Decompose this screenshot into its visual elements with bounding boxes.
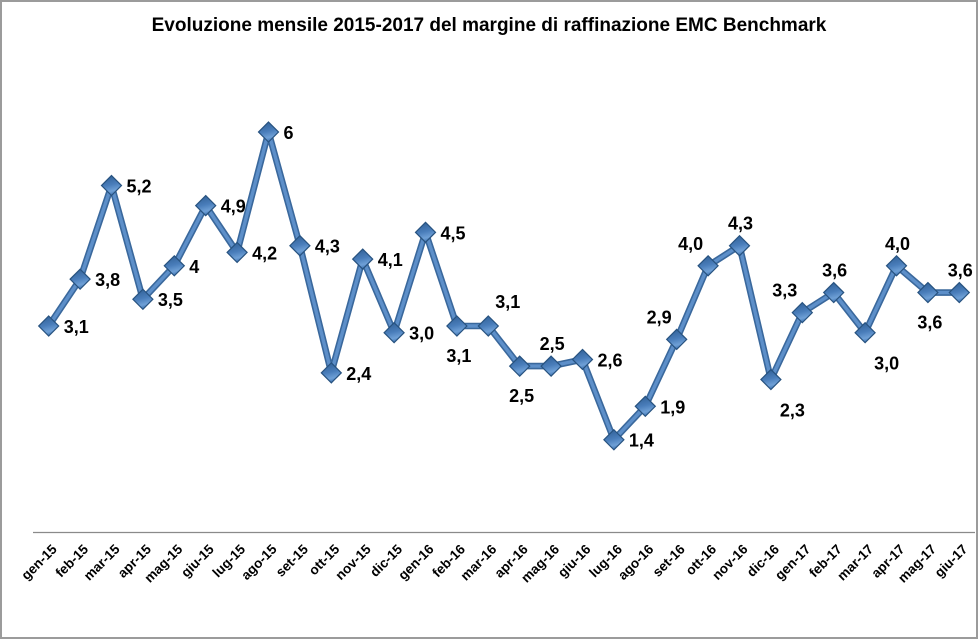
x-tick-label: giu-17 (932, 542, 971, 581)
data-label: 4,3 (315, 237, 340, 257)
data-label: 3,8 (95, 270, 120, 290)
data-point-marker (69, 268, 91, 291)
data-point-marker (289, 234, 311, 257)
x-tick-label: gen-15 (18, 541, 60, 583)
data-point-marker (320, 361, 343, 384)
data-point-marker (854, 321, 876, 344)
data-label: 4,0 (885, 234, 910, 254)
data-label: 4,5 (441, 223, 466, 243)
data-label: 2,6 (598, 351, 623, 371)
x-tick-label: mar-16 (458, 541, 500, 583)
data-label: 6 (284, 123, 294, 143)
data-label: 2,5 (509, 386, 534, 406)
x-tick-label: gen-16 (395, 541, 437, 583)
data-point-marker (351, 248, 374, 270)
data-label: 1,4 (629, 431, 654, 451)
data-label: 4,0 (678, 234, 703, 254)
data-label: 4 (189, 257, 199, 277)
data-point-marker (948, 281, 971, 304)
data-label: 3,1 (446, 346, 471, 366)
data-label: 3,1 (495, 292, 520, 312)
data-label: 2,4 (346, 364, 371, 384)
data-point-marker (885, 254, 908, 277)
x-tick-label: mar-17 (834, 542, 876, 584)
data-point-marker (508, 355, 531, 377)
x-tick-label: ago-16 (615, 541, 657, 583)
data-point-marker (540, 355, 562, 377)
data-label: 3,0 (874, 354, 899, 374)
data-point-marker (163, 254, 186, 277)
data-label: 3,1 (64, 317, 89, 337)
data-point-marker (194, 194, 217, 217)
data-point-marker (728, 234, 751, 257)
data-label: 2,3 (780, 401, 805, 421)
data-label: 1,9 (660, 397, 685, 417)
data-point-marker (665, 328, 688, 351)
data-point-marker (383, 321, 405, 344)
data-label: 4,2 (252, 243, 277, 263)
data-point-marker (446, 315, 468, 337)
data-point-marker (917, 281, 939, 304)
data-label: 3,6 (948, 261, 973, 281)
series-line-highlight (47, 130, 961, 442)
data-label: 3,6 (917, 313, 942, 333)
data-label: 2,9 (647, 307, 672, 327)
chart-title: Evoluzione mensile 2015-2017 del margine… (151, 15, 827, 36)
data-point-marker (226, 241, 248, 264)
data-point-marker (760, 368, 782, 391)
x-tick-label: giu-15 (178, 541, 217, 580)
data-label: 3,6 (822, 261, 847, 281)
data-point-marker (257, 121, 280, 143)
data-point-marker (37, 315, 60, 337)
data-point-marker (697, 254, 719, 277)
data-point-marker (477, 315, 500, 337)
data-label: 3,0 (409, 324, 434, 344)
data-label: 2,5 (540, 334, 565, 354)
x-tick-label: nov-15 (332, 541, 374, 583)
data-point-marker (822, 281, 845, 304)
data-point-marker (414, 221, 437, 244)
data-point-marker (100, 174, 123, 197)
data-point-marker (634, 395, 657, 418)
data-label: 4,3 (728, 214, 753, 234)
series-line (45, 128, 963, 444)
x-tick-label: set-15 (273, 541, 312, 580)
x-tick-label: mar-15 (81, 541, 123, 583)
data-point-marker (571, 348, 594, 371)
data-point-marker (791, 301, 814, 324)
x-tick-label: gen-17 (772, 542, 813, 583)
data-label: 5,2 (127, 177, 152, 197)
x-tick-label: giu-16 (555, 541, 594, 580)
x-tick-label: ago-15 (238, 541, 280, 583)
data-point-marker (132, 288, 154, 311)
x-tick-label: nov-16 (709, 541, 751, 583)
data-point-marker (603, 428, 625, 451)
data-label: 3,5 (158, 290, 183, 310)
x-tick-label: set-16 (650, 541, 689, 580)
data-label: 3,3 (772, 281, 797, 301)
data-label: 4,1 (378, 250, 403, 270)
data-label: 4,9 (221, 197, 246, 217)
